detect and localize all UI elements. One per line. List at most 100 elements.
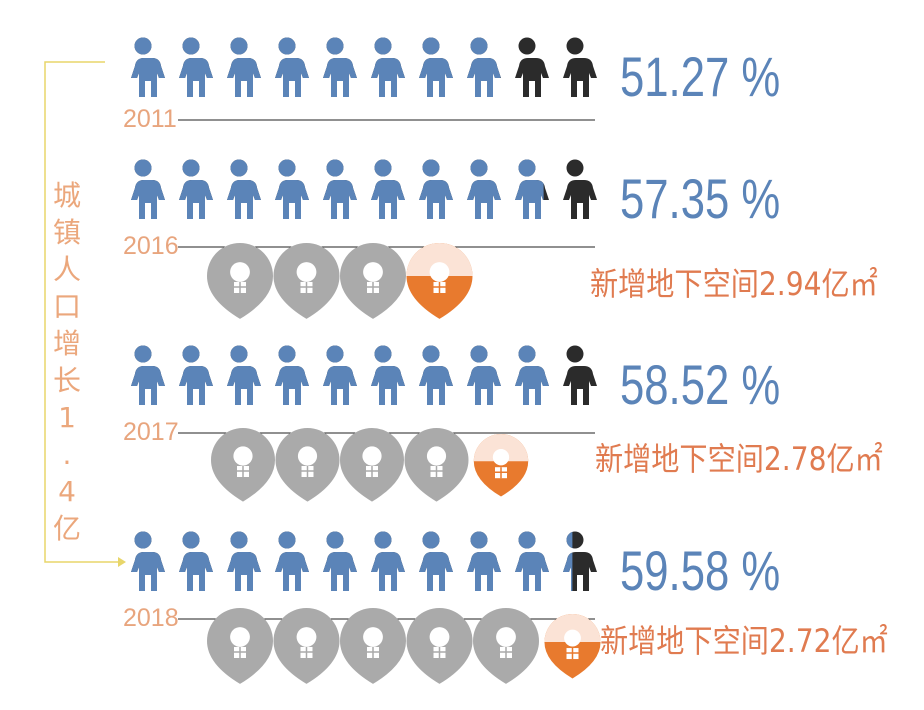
pin-window [300,282,313,293]
bracket [44,61,118,563]
pin-hole [297,446,318,466]
person-body [419,552,453,591]
person-head [278,37,296,55]
person-body [371,552,405,591]
person-body [563,180,597,219]
person-body [371,58,405,97]
person-body [515,366,549,405]
person-head [134,345,152,363]
person-head [230,531,248,549]
pin-hole [363,627,383,647]
person-head [182,159,200,177]
person-head [518,37,536,55]
rate: 51.27 % [620,46,780,108]
person-head [566,345,584,363]
blue-people [131,345,549,405]
space-label: 新增地下空间2.72亿㎡ [600,623,888,660]
pin-window [301,466,314,477]
arrow-head [118,557,126,567]
person-head [230,159,248,177]
person-body [515,552,549,591]
person-body [275,180,309,219]
person-body [467,366,501,405]
pin-top [473,434,529,462]
pin-hole [429,262,450,282]
person-head [134,531,152,549]
pin-window [566,648,579,660]
blue-people [131,37,501,97]
person-body [275,58,309,97]
person-head [230,37,248,55]
person-head [566,37,584,55]
person-head [470,345,488,363]
person-head [566,159,584,177]
row: 2011 51.27 % [123,37,780,133]
pin-hole [363,262,383,282]
person-head [326,159,344,177]
person-body [515,58,549,97]
pin-hole [296,262,317,282]
person-head [422,345,440,363]
person-body [419,366,453,405]
person-body [467,552,501,591]
person-body [419,180,453,219]
pin-top [544,614,601,643]
space-label: 新增地下空间2.94亿㎡ [590,266,878,303]
person-head [374,37,392,55]
person-head [518,531,536,549]
person-body [131,552,165,591]
person-body [323,180,357,219]
pin-hole [496,627,516,647]
year: 2017 [123,418,179,446]
person-body [275,366,309,405]
person-body [179,58,213,97]
person-head [326,531,344,549]
person-body [323,58,357,97]
pin-window [367,647,379,658]
person-body [179,552,213,591]
person-body [467,58,501,97]
person-head [374,159,392,177]
person-head [134,159,152,177]
person-body [371,180,405,219]
person-head [230,345,248,363]
pin-hole [492,449,510,466]
pin-hole [230,627,250,647]
pin-hole [296,627,317,647]
rate: 59.58 % [620,540,780,602]
pin-window [430,466,443,477]
person-body [131,180,165,219]
person-head [278,159,296,177]
pin-window [500,647,512,658]
person-body [419,58,453,97]
blue-people [131,531,573,591]
person-body [227,366,261,405]
person-head [422,531,440,549]
person-head [326,345,344,363]
rate: 57.35 % [620,168,780,230]
person-body [323,552,357,591]
person-head [134,37,152,55]
person-body [179,180,213,219]
pin-window [367,282,379,293]
space-label: 新增地下空间2.78亿㎡ [595,441,883,478]
person-head [182,37,200,55]
person-head [182,531,200,549]
person-head [422,37,440,55]
person-head [470,531,488,549]
person-head [326,37,344,55]
person-head [278,531,296,549]
pin-hole [426,446,447,466]
pin-window [300,647,313,658]
pin-window [366,466,378,477]
pin-hole [429,627,450,647]
year: 2011 [123,105,177,133]
person-body [179,366,213,405]
year: 2018 [123,604,179,632]
pin-window [495,467,507,479]
year: 2016 [123,232,179,260]
row: 2016 57.35 % 新增地下空间2.94亿㎡ [123,159,878,319]
person-body [467,180,501,219]
person-body [323,366,357,405]
pin-hole [564,629,581,647]
